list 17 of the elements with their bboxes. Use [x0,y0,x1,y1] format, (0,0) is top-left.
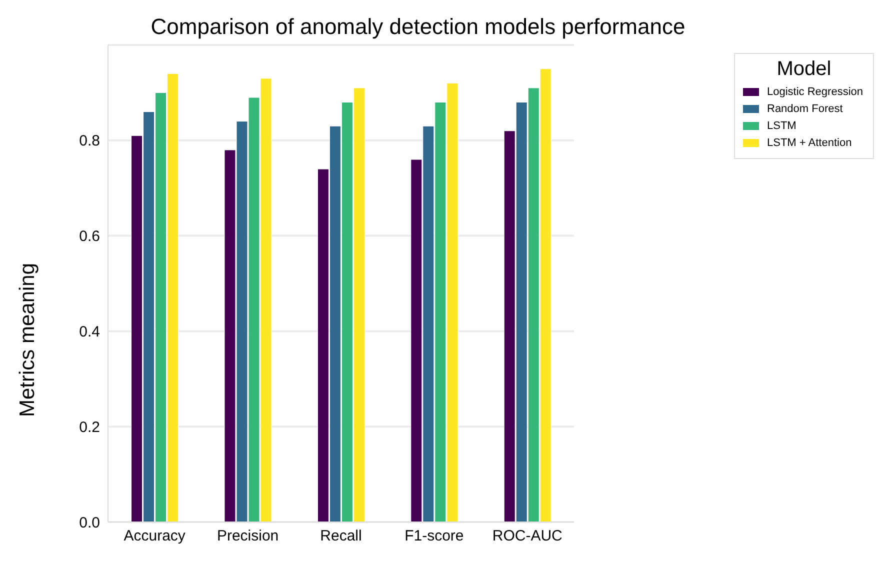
legend-title: Model [776,58,832,81]
x-tick-label: Precision [216,528,279,545]
legend-label: Random Forest [766,103,844,115]
legend-label: LSTM + Attention [766,137,853,149]
legend-label: LSTM [766,120,798,132]
y-axis-title: Metrics meaning [16,262,40,420]
y-tick-label: 0.8 [79,132,100,150]
x-tick-label: Recall [320,528,362,545]
y-tick-label: 0.2 [79,418,100,436]
x-tick-label: Accuracy [124,528,186,545]
y-tick-label: 0.4 [79,324,100,341]
x-tick-label: ROC-AUC [492,528,563,545]
x-tick-label: F1-score [404,528,464,545]
y-tick-label: 0.0 [79,514,100,532]
chart-title: Comparison of anomaly detection models performance [150,14,686,40]
y-tick-label: 0.6 [79,228,100,246]
legend-label: Logistic Regression [766,86,864,98]
